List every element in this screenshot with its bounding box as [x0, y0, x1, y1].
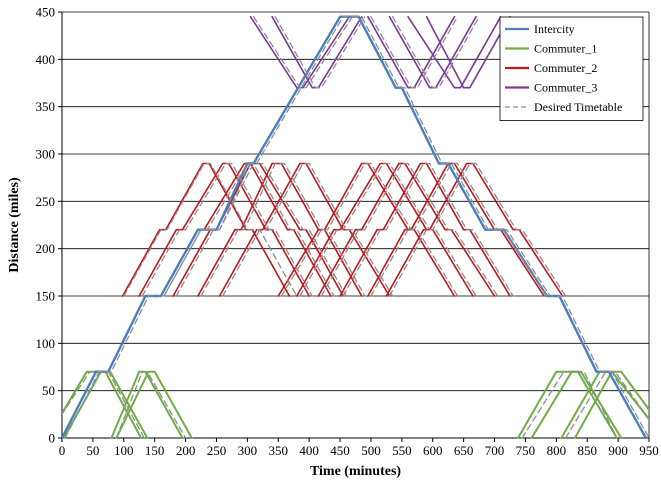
desired-timetable-trip-line [342, 162, 514, 297]
desired-timetable-trip-line [391, 16, 480, 89]
y-tick-label: 300 [36, 147, 56, 162]
x-tick-label: 0 [59, 443, 66, 458]
desired-timetable-trip-line [370, 162, 548, 297]
y-tick-label: 400 [36, 52, 56, 67]
desired-timetable-trip-line [320, 162, 499, 297]
axes [61, 12, 650, 439]
desired-timetable-trip-line [521, 371, 618, 439]
x-tick-label: 850 [577, 443, 597, 458]
x-tick-label: 750 [516, 443, 536, 458]
desired-timetable-trip-line [222, 162, 394, 297]
x-tick-label: 650 [454, 443, 474, 458]
series-commuter-3 [249, 15, 511, 89]
x-tick-label: 500 [361, 443, 381, 458]
desired-timetable-trip-line [388, 162, 567, 297]
desired-timetable-trip-line [62, 371, 145, 439]
series-desired-timetable [62, 16, 649, 439]
y-tick-label: 150 [36, 289, 56, 304]
x-tick-label: 400 [299, 443, 319, 458]
legend-label-intercity: Intercity [534, 22, 575, 36]
legend-box [499, 16, 644, 121]
x-tick-label: 950 [639, 443, 659, 458]
legend-label-commuter-1: Commuter_1 [534, 42, 597, 56]
commuter-3-trip-line [425, 15, 511, 89]
x-tick-labels: 0 50 100 150 200 250 300 350 400 450 500 550 600 650 7… [59, 438, 659, 458]
series-commuter-1 [62, 370, 649, 439]
y-tick-label: 250 [36, 194, 56, 209]
desired-timetable-trip-line [280, 162, 459, 297]
legend-label-commuter-2: Commuter_2 [534, 61, 597, 75]
commuter-1-trip-line [560, 370, 649, 439]
y-tick-label: 450 [36, 5, 56, 20]
commuter-3-trip-line [271, 15, 363, 89]
y-tick-label: 0 [49, 431, 56, 446]
x-tick-label: 600 [423, 443, 443, 458]
y-tick-label: 350 [36, 99, 56, 114]
y-tick-label: 100 [36, 336, 56, 351]
desired-timetable-trip-line [115, 371, 187, 439]
x-axis-title: Time (minutes) [310, 464, 401, 479]
legend-label-commuter-3: Commuter_3 [534, 81, 597, 95]
desired-timetable-trip-line [175, 162, 347, 297]
desired-timetable-trip-line [252, 16, 354, 89]
x-tick-label: 350 [269, 443, 289, 458]
x-tick-label: 450 [330, 443, 350, 458]
desired-timetable-trip-line [274, 16, 366, 89]
x-tick-label: 100 [114, 443, 134, 458]
x-tick-label: 50 [86, 443, 99, 458]
desired-timetable-trip-line [123, 162, 298, 297]
commuter-1-trip-line [530, 370, 623, 439]
y-tick-label: 50 [42, 383, 55, 398]
x-tick-label: 700 [485, 443, 505, 458]
x-tick-label: 550 [392, 443, 412, 458]
desired-timetable-trip-line [141, 162, 313, 297]
desired-timetable-trip-line [163, 162, 335, 297]
commuter-3-trip-line [407, 15, 502, 89]
commuter-1-trip-line [115, 370, 193, 439]
y-tick-label: 200 [36, 241, 56, 256]
x-tick-label: 800 [547, 443, 567, 458]
y-axis-title: Distance (miles) [7, 177, 22, 273]
x-tick-label: 250 [207, 443, 227, 458]
legend-label-desired-timetable: Desired Timetable [534, 100, 622, 114]
desired-timetable-trip-line [299, 162, 477, 297]
y-tick-labels: 0 50 100 150 200 250 300 350 400 450 [36, 5, 62, 446]
desired-timetable-trip-line [564, 371, 649, 439]
desired-timetable-trip-line [370, 16, 459, 89]
legend: Intercity Commuter_1 Commuter_2 Commuter_3 D… [499, 16, 644, 121]
x-tick-label: 150 [145, 443, 165, 458]
plot-area [62, 15, 649, 440]
x-tick-label: 300 [238, 443, 258, 458]
commuter-1-trip-line [573, 370, 649, 439]
x-tick-label: 900 [608, 443, 628, 458]
x-tick-label: 200 [176, 443, 196, 458]
